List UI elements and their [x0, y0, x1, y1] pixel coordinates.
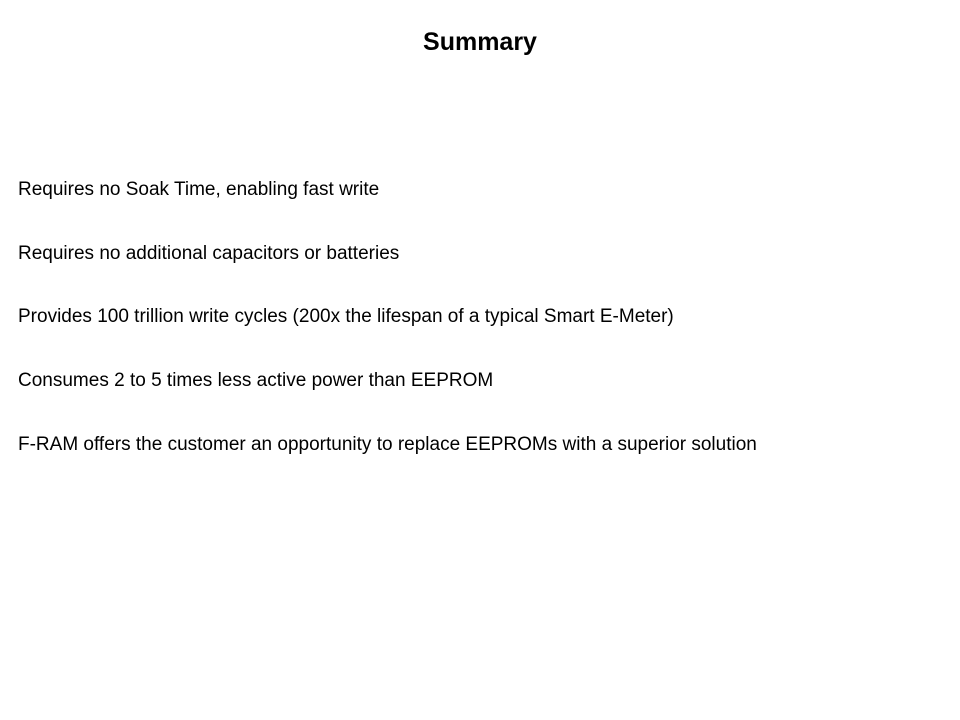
bullet-list: Requires no Soak Time, enabling fast wri…	[18, 177, 942, 457]
list-item: Requires no additional capacitors or bat…	[18, 241, 942, 267]
list-item: Provides 100 trillion write cycles (200x…	[18, 304, 942, 330]
list-item: F-RAM offers the customer an opportunity…	[18, 432, 942, 458]
slide-title: Summary	[18, 28, 942, 57]
slide-container: Summary Requires no Soak Time, enabling …	[0, 0, 960, 720]
list-item: Consumes 2 to 5 times less active power …	[18, 368, 942, 394]
list-item: Requires no Soak Time, enabling fast wri…	[18, 177, 942, 203]
